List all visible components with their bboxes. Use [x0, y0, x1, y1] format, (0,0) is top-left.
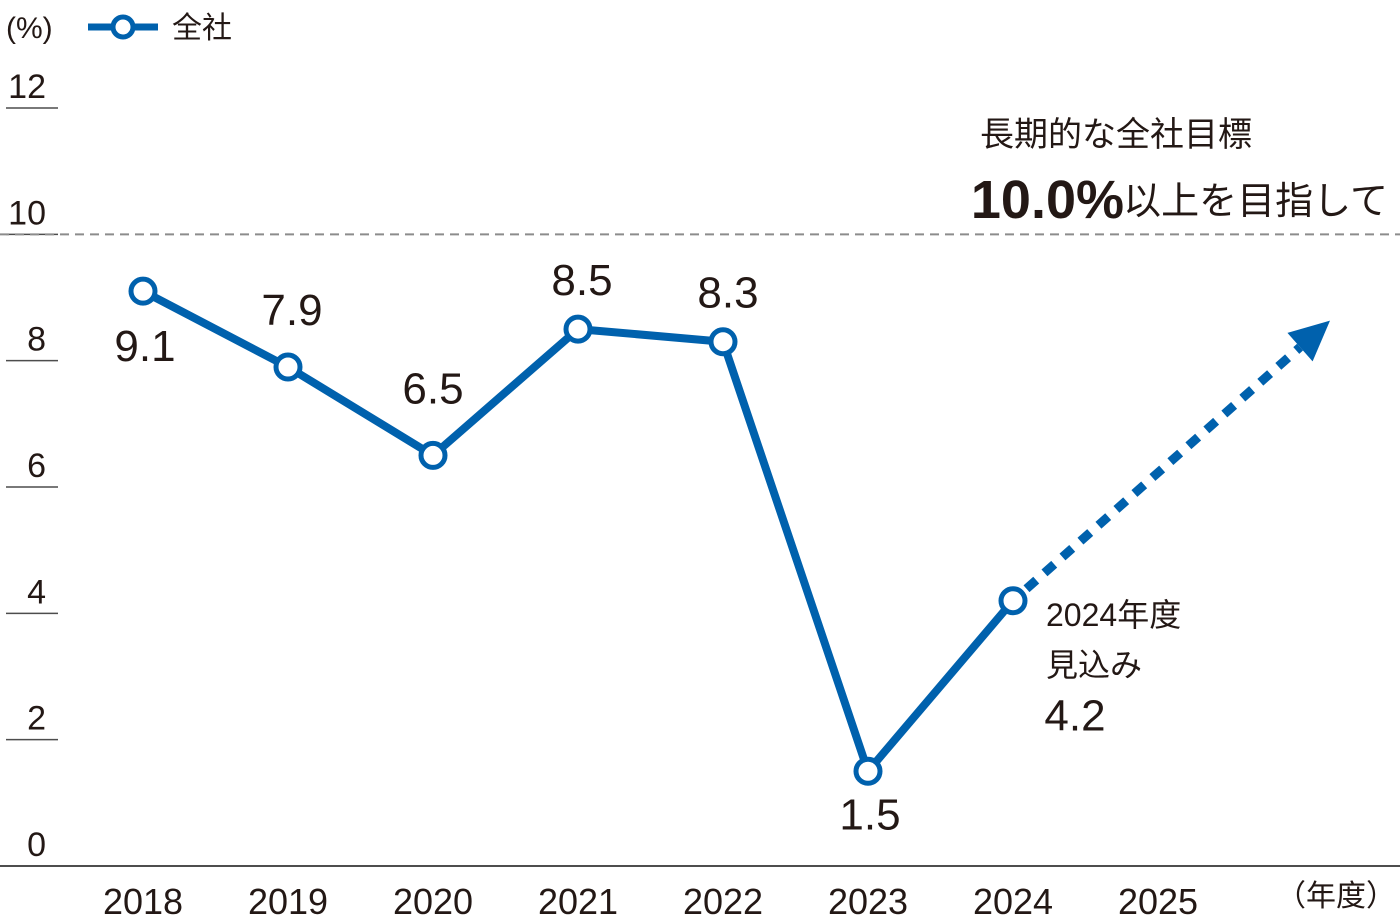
x-axis: 2018 2019 2020 2021 2022 2023 2024 2025	[103, 881, 1198, 920]
forecast-note-line-1: 2024年度	[1046, 597, 1181, 633]
trend-arrow-line	[1023, 343, 1304, 593]
x-tick-label: 2025	[1118, 881, 1198, 920]
forecast-note: 2024年度 見込み	[1046, 597, 1181, 683]
legend: (%) 全社	[6, 12, 232, 45]
x-tick-label: 2023	[828, 881, 908, 920]
data-point	[128, 276, 158, 306]
legend-marker	[110, 14, 136, 40]
data-point	[853, 756, 883, 786]
x-unit-label: （年度）	[1276, 880, 1396, 913]
data-point	[708, 327, 738, 357]
y-tick-label: 2	[27, 700, 46, 738]
y-tick-label: 10	[8, 194, 46, 232]
y-tick-label: 0	[27, 826, 46, 864]
data-point	[418, 440, 448, 470]
data-label: 7.9	[261, 286, 322, 335]
data-point	[563, 314, 593, 344]
x-tick-label: 2021	[538, 881, 618, 920]
target-headline-text: 以上を目指して	[1123, 181, 1388, 223]
x-tick-label: 2018	[103, 881, 183, 920]
data-points	[128, 276, 1028, 786]
data-labels: 9.1 7.9 6.5 8.5 8.3 1.5 4.2	[114, 256, 1105, 839]
y-tick-label: 8	[27, 321, 46, 359]
legend-label: 全社	[172, 12, 232, 45]
target-caption: 長期的な全社目標	[980, 116, 1252, 154]
data-label: 8.5	[551, 256, 612, 305]
trend-arrow-head	[1287, 320, 1330, 362]
data-label: 8.3	[697, 269, 758, 318]
y-tick-label: 6	[27, 447, 46, 485]
y-unit-label: (%)	[6, 12, 53, 45]
x-tick-label: 2024	[973, 881, 1053, 920]
x-tick-label: 2022	[683, 881, 763, 920]
series-line-all-company	[141, 287, 1017, 776]
target-headline-value: 10.0%	[971, 170, 1124, 230]
x-tick-label: 2020	[393, 881, 473, 920]
y-tick-label: 12	[8, 68, 46, 106]
data-label: 9.1	[114, 322, 175, 371]
data-point	[273, 352, 303, 382]
x-tick-label: 2019	[248, 881, 328, 920]
data-label: 4.2	[1044, 692, 1105, 741]
y-axis: 0 2 4 6 8 10 12	[6, 68, 58, 864]
data-label: 6.5	[402, 364, 463, 413]
y-tick-label: 4	[27, 573, 46, 611]
target-annotation: 長期的な全社目標 10.0% 以上を目指して	[971, 116, 1388, 230]
forecast-note-line-2: 見込み	[1046, 647, 1142, 683]
data-point	[998, 586, 1028, 616]
data-label: 1.5	[839, 790, 900, 839]
